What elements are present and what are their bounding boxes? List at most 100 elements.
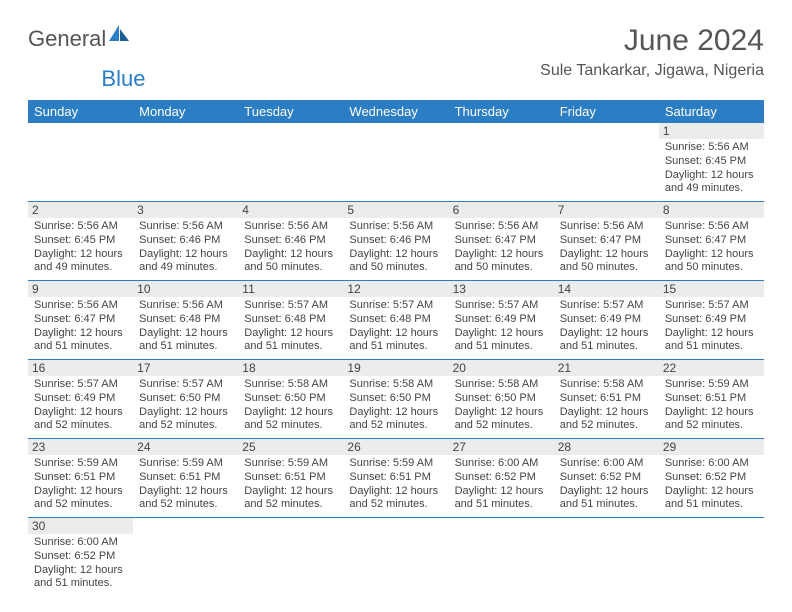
day-info-line: Sunset: 6:49 PM [560, 313, 653, 327]
day-info-line: and 52 minutes. [244, 419, 337, 433]
week-row: 16Sunrise: 5:57 AMSunset: 6:49 PMDayligh… [28, 360, 764, 439]
weekday-header-row: Sunday Monday Tuesday Wednesday Thursday… [28, 100, 764, 123]
day-info-line: and 51 minutes. [244, 340, 337, 354]
day-info-line: Sunrise: 6:00 AM [665, 457, 758, 471]
day-info-line: and 50 minutes. [665, 261, 758, 275]
day-info-line: Sunset: 6:47 PM [455, 234, 548, 248]
day-info-line: Sunset: 6:50 PM [139, 392, 232, 406]
day-cell [28, 123, 133, 202]
title-block: June 2024 Sule Tankarkar, Jigawa, Nigeri… [540, 24, 764, 80]
day-info-line: Daylight: 12 hours [349, 248, 442, 262]
day-info-line: Daylight: 12 hours [244, 406, 337, 420]
day-info-line: and 51 minutes. [560, 498, 653, 512]
day-cell: 11Sunrise: 5:57 AMSunset: 6:48 PMDayligh… [238, 281, 343, 360]
day-cell: 24Sunrise: 5:59 AMSunset: 6:51 PMDayligh… [133, 439, 238, 518]
day-info-line: Sunrise: 5:59 AM [665, 378, 758, 392]
day-info-line: Daylight: 12 hours [34, 248, 127, 262]
day-cell: 3Sunrise: 5:56 AMSunset: 6:46 PMDaylight… [133, 202, 238, 281]
day-info-line: and 51 minutes. [139, 340, 232, 354]
day-info-line: and 51 minutes. [34, 577, 127, 591]
day-info-line: and 49 minutes. [34, 261, 127, 275]
day-info-line: Daylight: 12 hours [665, 406, 758, 420]
day-info-line: and 50 minutes. [349, 261, 442, 275]
day-number: 5 [343, 202, 448, 218]
col-thursday: Thursday [449, 100, 554, 123]
day-info-line: Sunset: 6:47 PM [560, 234, 653, 248]
day-number: 9 [28, 281, 133, 297]
day-cell: 4Sunrise: 5:56 AMSunset: 6:46 PMDaylight… [238, 202, 343, 281]
day-cell: 25Sunrise: 5:59 AMSunset: 6:51 PMDayligh… [238, 439, 343, 518]
day-cell: 21Sunrise: 5:58 AMSunset: 6:51 PMDayligh… [554, 360, 659, 439]
day-info-line: Daylight: 12 hours [455, 485, 548, 499]
day-cell: 19Sunrise: 5:58 AMSunset: 6:50 PMDayligh… [343, 360, 448, 439]
day-cell [133, 123, 238, 202]
day-number: 13 [449, 281, 554, 297]
day-cell [449, 518, 554, 597]
day-info-line: Sunrise: 5:56 AM [139, 220, 232, 234]
day-info-line: Daylight: 12 hours [665, 169, 758, 183]
day-info-line: Daylight: 12 hours [455, 248, 548, 262]
day-info-line: Daylight: 12 hours [455, 406, 548, 420]
day-info-line: Sunset: 6:52 PM [560, 471, 653, 485]
day-cell: 30Sunrise: 6:00 AMSunset: 6:52 PMDayligh… [28, 518, 133, 597]
day-number: 16 [28, 360, 133, 376]
day-cell: 2Sunrise: 5:56 AMSunset: 6:45 PMDaylight… [28, 202, 133, 281]
day-info-line: and 52 minutes. [34, 419, 127, 433]
week-row: 1Sunrise: 5:56 AMSunset: 6:45 PMDaylight… [28, 123, 764, 202]
day-cell: 10Sunrise: 5:56 AMSunset: 6:48 PMDayligh… [133, 281, 238, 360]
col-friday: Friday [554, 100, 659, 123]
day-number: 30 [28, 518, 133, 534]
day-info-line: Sunrise: 5:59 AM [34, 457, 127, 471]
col-sunday: Sunday [28, 100, 133, 123]
day-number: 2 [28, 202, 133, 218]
day-info-line: Sunrise: 5:56 AM [244, 220, 337, 234]
day-number: 11 [238, 281, 343, 297]
day-info-line: Daylight: 12 hours [139, 406, 232, 420]
day-cell: 5Sunrise: 5:56 AMSunset: 6:46 PMDaylight… [343, 202, 448, 281]
day-info-line: and 52 minutes. [139, 498, 232, 512]
day-info-line: Sunrise: 5:56 AM [349, 220, 442, 234]
day-info-line: and 52 minutes. [349, 419, 442, 433]
day-info-line: Sunset: 6:50 PM [349, 392, 442, 406]
day-info-line: Sunrise: 5:56 AM [455, 220, 548, 234]
day-info-line: Sunrise: 5:59 AM [349, 457, 442, 471]
day-cell: 20Sunrise: 5:58 AMSunset: 6:50 PMDayligh… [449, 360, 554, 439]
day-number: 10 [133, 281, 238, 297]
day-cell [238, 123, 343, 202]
day-cell: 8Sunrise: 5:56 AMSunset: 6:47 PMDaylight… [659, 202, 764, 281]
day-info-line: Sunrise: 5:56 AM [560, 220, 653, 234]
day-info-line: and 52 minutes. [455, 419, 548, 433]
day-cell: 1Sunrise: 5:56 AMSunset: 6:45 PMDaylight… [659, 123, 764, 202]
day-info-line: Sunrise: 5:58 AM [349, 378, 442, 392]
day-number: 15 [659, 281, 764, 297]
day-info-line: Daylight: 12 hours [34, 485, 127, 499]
day-info-line: Sunrise: 5:57 AM [560, 299, 653, 313]
day-info-line: Sunrise: 5:58 AM [560, 378, 653, 392]
calendar-table: Sunday Monday Tuesday Wednesday Thursday… [28, 100, 764, 596]
day-info-line: Daylight: 12 hours [34, 327, 127, 341]
day-info-line: Sunrise: 5:56 AM [665, 141, 758, 155]
day-info-line: Sunset: 6:48 PM [244, 313, 337, 327]
day-cell [238, 518, 343, 597]
day-info-line: Daylight: 12 hours [349, 327, 442, 341]
day-cell: 15Sunrise: 5:57 AMSunset: 6:49 PMDayligh… [659, 281, 764, 360]
logo-text-2: Blue [101, 66, 145, 91]
day-info-line: Sunset: 6:52 PM [665, 471, 758, 485]
day-cell: 17Sunrise: 5:57 AMSunset: 6:50 PMDayligh… [133, 360, 238, 439]
day-number: 7 [554, 202, 659, 218]
day-info-line: Sunset: 6:52 PM [455, 471, 548, 485]
day-number: 25 [238, 439, 343, 455]
day-info-line: Sunset: 6:51 PM [349, 471, 442, 485]
logo-text-1: General [28, 26, 106, 52]
day-cell: 9Sunrise: 5:56 AMSunset: 6:47 PMDaylight… [28, 281, 133, 360]
col-saturday: Saturday [659, 100, 764, 123]
day-info-line: Sunrise: 5:59 AM [139, 457, 232, 471]
day-cell: 12Sunrise: 5:57 AMSunset: 6:48 PMDayligh… [343, 281, 448, 360]
day-cell [554, 123, 659, 202]
day-info-line: and 49 minutes. [139, 261, 232, 275]
day-number: 19 [343, 360, 448, 376]
day-info-line: Sunset: 6:51 PM [560, 392, 653, 406]
day-info-line: and 51 minutes. [34, 340, 127, 354]
day-number: 14 [554, 281, 659, 297]
day-cell [133, 518, 238, 597]
